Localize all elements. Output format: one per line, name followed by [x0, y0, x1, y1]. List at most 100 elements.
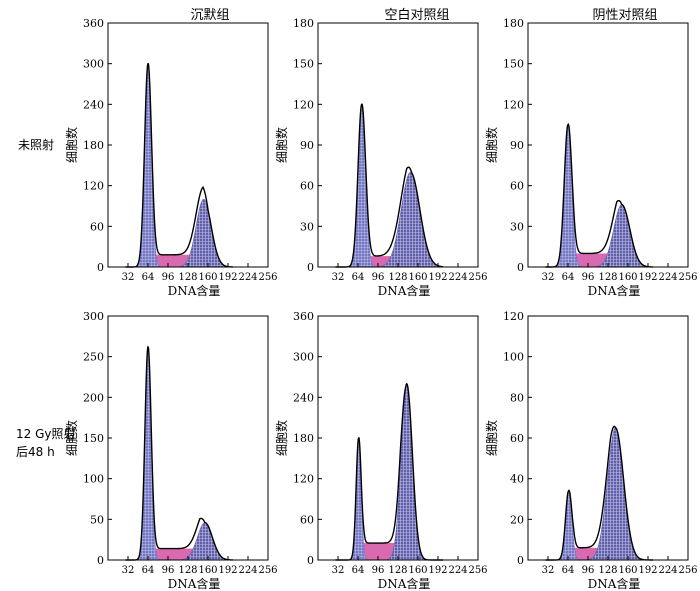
chart-2-xtick-label: 64 [562, 272, 575, 283]
chart-2-ytick-label: 90 [510, 139, 524, 152]
row-label-irradiated: 12 Gy照射 后48 h [16, 425, 76, 461]
chart-2-xtick-label: 128 [598, 272, 617, 283]
chart-3-xtick-label: 32 [122, 565, 135, 576]
chart-3-xtick-label: 64 [142, 565, 155, 576]
chart-2-xtick-label: 192 [638, 272, 657, 283]
chart-4-ytick-label: 0 [307, 554, 314, 567]
chart-5-xtick-label: 160 [618, 565, 637, 576]
chart-5-xtick-label: 128 [598, 565, 617, 576]
chart-0-xtick-label: 160 [198, 272, 217, 283]
chart-0-ytick-label: 360 [83, 17, 104, 30]
chart-1-xlabel: DNA含量 [378, 283, 431, 298]
chart-5-xlabel: DNA含量 [588, 576, 641, 591]
chart-5-ytick-label: 40 [510, 473, 524, 486]
chart-2-xtick-label: 96 [582, 272, 595, 283]
chart-3-xtick-label: 96 [162, 565, 175, 576]
chart-0-ytick-label: 120 [83, 180, 104, 193]
chart-0-ytick-label: 60 [90, 220, 104, 233]
chart-4-xtick-label: 224 [448, 565, 467, 576]
chart-4-xtick-label: 256 [468, 565, 487, 576]
chart-4-xtick-label: 64 [352, 565, 365, 576]
chart-5-xtick-label: 64 [562, 565, 575, 576]
chart-3-axes-box [107, 315, 269, 561]
chart-3-xtick-label: 192 [218, 565, 237, 576]
chart-2-xtick-label: 224 [658, 272, 677, 283]
chart-2-ytick-label: 60 [510, 180, 524, 193]
chart-0-xtick-label: 96 [162, 272, 175, 283]
chart-5-xtick-label: 32 [542, 565, 555, 576]
chart-4-xtick-label: 32 [332, 565, 345, 576]
col-title-silence: 沉默组 [190, 8, 230, 23]
chart-3-xtick-label: 256 [258, 565, 277, 576]
chart-4-ytick-label: 180 [293, 432, 314, 445]
chart-5-ytick-label: 60 [510, 432, 524, 445]
chart-4-envelope-line [335, 382, 443, 561]
chart-5-ytick-label: 120 [503, 310, 524, 323]
chart-2-ytick-label: 120 [503, 98, 524, 111]
chart-4-xtick-label: 128 [388, 565, 407, 576]
chart-2-xtick-label: 256 [678, 272, 697, 283]
chart-4-ytick-label: 360 [293, 310, 314, 323]
chart-1-ytick-label: 180 [293, 17, 314, 30]
chart-3-ytick-label: 250 [83, 351, 104, 364]
chart-5-xtick-label: 256 [678, 565, 697, 576]
chart-4-xtick-label: 160 [408, 565, 427, 576]
chart-2-envelope-line [545, 123, 653, 268]
row-label-line: 12 Gy照射 [16, 427, 76, 441]
chart-3-xtick-label: 224 [238, 565, 257, 576]
chart-0-ylabel: 细胞数 [64, 127, 79, 163]
chart-2-ytick-label: 30 [510, 220, 524, 233]
chart-2-g1-peak-area [545, 124, 653, 268]
chart-2-ylabel: 细胞数 [484, 127, 499, 163]
chart-4-ytick-label: 120 [293, 473, 314, 486]
chart-1-g2-peak-area [335, 171, 444, 268]
chart-0-xtick-label: 128 [178, 272, 197, 283]
chart-0-xtick-label: 32 [122, 272, 135, 283]
chart-2-xlabel: DNA含量 [588, 283, 641, 298]
chart-3-ytick-label: 150 [83, 432, 104, 445]
chart-1-ylabel: 细胞数 [274, 127, 289, 163]
chart-3-ytick-label: 50 [90, 513, 104, 526]
chart-1-ytick-label: 120 [293, 98, 314, 111]
chart-1-ytick-label: 150 [293, 58, 314, 71]
chart-3-ytick-label: 300 [83, 310, 104, 323]
chart-0-xtick-label: 64 [142, 272, 155, 283]
chart-5-envelope-line [545, 425, 653, 561]
chart-1-envelope-line [335, 103, 444, 268]
chart-1-xtick-label: 64 [352, 272, 365, 283]
chart-4-ytick-label: 240 [293, 391, 314, 404]
chart-0-xtick-label: 192 [218, 272, 237, 283]
chart-5-xtick-label: 224 [658, 565, 677, 576]
chart-0-ytick-label: 0 [97, 261, 104, 274]
row-label-line: 后48 h [16, 445, 55, 459]
chart-5-ylabel: 细胞数 [484, 420, 499, 456]
chart-0-axes-box [107, 22, 269, 268]
chart-1-xtick-label: 224 [448, 272, 467, 283]
chart-1-ytick-label: 30 [300, 220, 314, 233]
chart-5-xtick-label: 192 [638, 565, 657, 576]
chart-0-xtick-label: 256 [258, 272, 277, 283]
chart-3-xtick-label: 128 [178, 565, 197, 576]
chart-5-ytick-label: 20 [510, 513, 524, 526]
col-title-negative-control: 阴性对照组 [592, 8, 658, 23]
chart-3-ytick-label: 200 [83, 391, 104, 404]
chart-1-xtick-label: 32 [332, 272, 345, 283]
chart-1-ytick-label: 60 [300, 180, 314, 193]
chart-5-ytick-label: 0 [517, 554, 524, 567]
chart-0-envelope-line [125, 62, 234, 268]
chart-4-xtick-label: 192 [428, 565, 447, 576]
chart-1-g1-peak-area [335, 103, 443, 268]
chart-2-axes-box [527, 22, 689, 268]
chart-5-ytick-label: 80 [510, 391, 524, 404]
chart-0-ytick-label: 240 [83, 98, 104, 111]
row-label-unirradiated: 未照射 [18, 136, 54, 154]
chart-3-xtick-label: 160 [198, 565, 217, 576]
chart-5-ytick-label: 100 [503, 351, 524, 364]
chart-2-xtick-label: 32 [542, 272, 555, 283]
chart-4-ytick-label: 60 [300, 513, 314, 526]
chart-1-xtick-label: 128 [388, 272, 407, 283]
chart-2-ytick-label: 150 [503, 58, 524, 71]
chart-2-ytick-label: 180 [503, 17, 524, 30]
chart-3-ytick-label: 100 [83, 473, 104, 486]
